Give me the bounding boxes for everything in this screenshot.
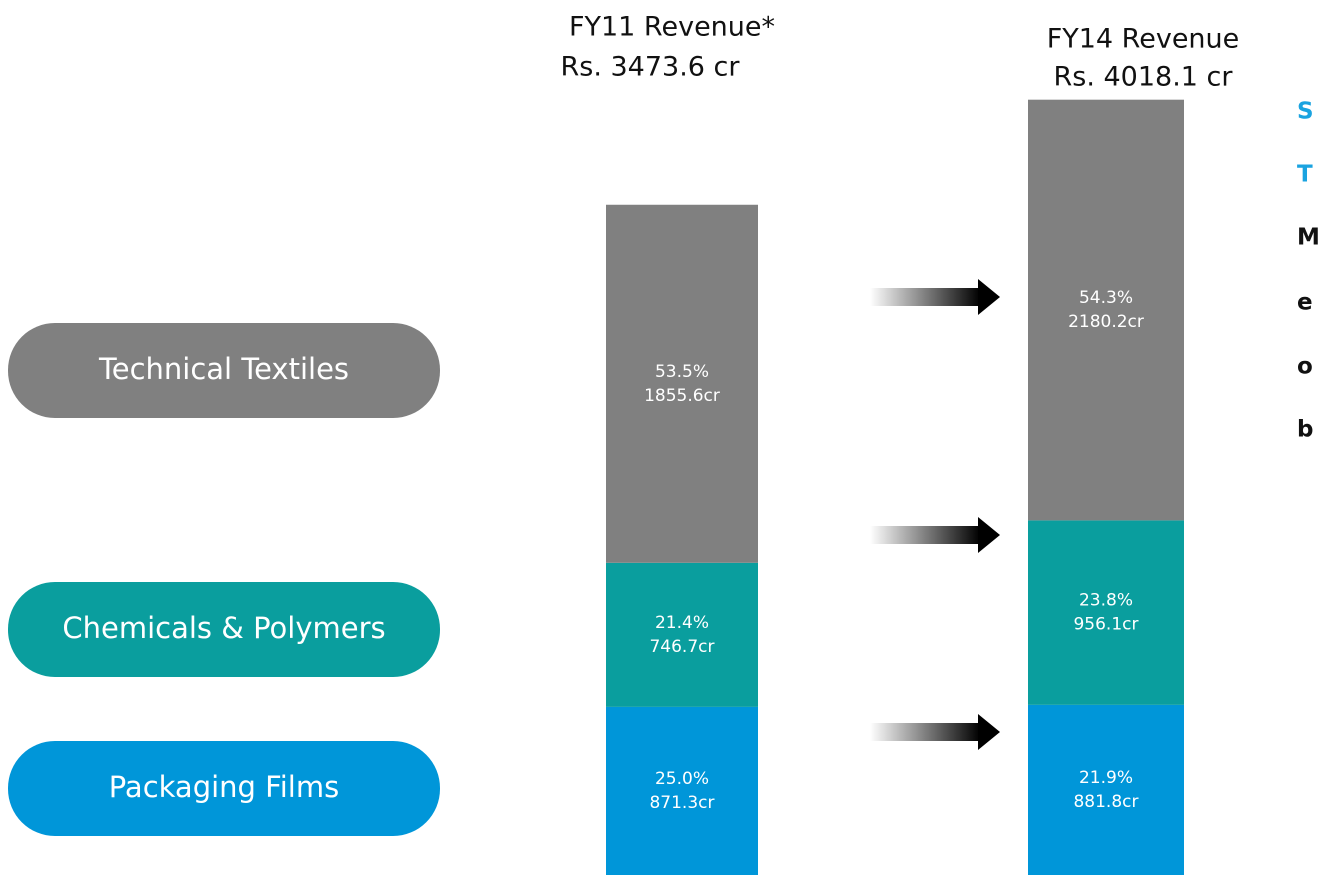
value-label: 746.7cr [649, 637, 714, 657]
share-label: 21.4% [655, 613, 709, 633]
side-text: b [1297, 417, 1313, 443]
value-label: 881.8cr [1073, 792, 1138, 812]
legend-pill [8, 582, 440, 677]
arrow [870, 517, 1000, 553]
legend-pill [8, 741, 440, 836]
column-title: FY14 Revenue [1047, 24, 1240, 55]
value-label: 956.1cr [1073, 615, 1138, 635]
column-total: Rs. 3473.6 cr [561, 52, 741, 83]
legend-label: Chemicals & Polymers [62, 611, 385, 645]
side-text: M [1297, 225, 1319, 251]
column-title: FY11 Revenue* [569, 12, 775, 43]
bar-segment [1028, 704, 1184, 875]
side-text: o [1297, 354, 1313, 380]
side-text: e [1297, 290, 1313, 316]
column-total: Rs. 4018.1 cr [1054, 62, 1234, 93]
share-label: 21.9% [1079, 768, 1133, 788]
value-label: 2180.2cr [1068, 312, 1144, 332]
arrow [870, 714, 1000, 750]
bar-segment [606, 562, 758, 707]
legend-label: Technical Textiles [98, 352, 349, 386]
value-label: 1855.6cr [644, 386, 720, 406]
share-label: 23.8% [1079, 591, 1133, 611]
bar-segment [1028, 99, 1184, 521]
side-text: S [1297, 99, 1314, 125]
share-label: 25.0% [655, 769, 709, 789]
share-label: 54.3% [1079, 288, 1133, 308]
share-label: 53.5% [655, 362, 709, 382]
bar-segment [606, 204, 758, 563]
side-text: T [1297, 162, 1313, 188]
bar-segment [1028, 520, 1184, 705]
legend-pill [8, 323, 440, 418]
bar-segment [606, 706, 758, 875]
legend-label: Packaging Films [109, 770, 339, 804]
arrow [870, 279, 1000, 315]
value-label: 871.3cr [649, 793, 714, 813]
